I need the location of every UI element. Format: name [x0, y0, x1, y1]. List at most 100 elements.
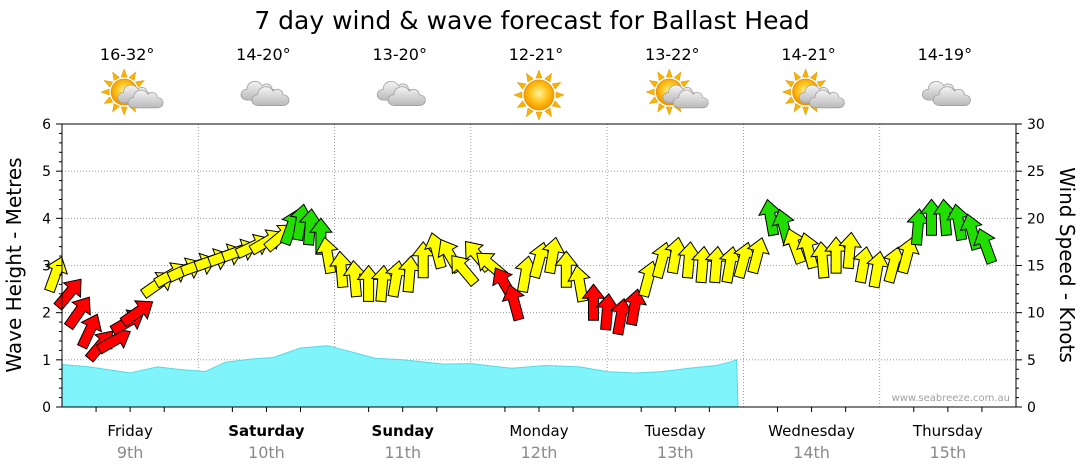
sun-ray-shape	[516, 100, 527, 108]
day-temp-range: 13-20°	[372, 45, 427, 64]
sun-ray	[793, 71, 802, 81]
wind-arrow-shape	[451, 255, 480, 288]
right-tick-label: 30	[1027, 117, 1045, 133]
sun-ray-shape	[516, 82, 527, 90]
wind-arrow-shape	[896, 236, 920, 275]
wind-arrow-shape	[63, 296, 91, 331]
wind-arrow	[119, 300, 154, 328]
sun-ray-shape	[648, 80, 659, 88]
wind-arrow	[308, 217, 333, 255]
sun-ray-shape	[785, 96, 795, 104]
sun-ray	[665, 106, 673, 116]
sun-ray-shape	[816, 80, 827, 88]
wind-arrow	[451, 255, 480, 288]
sun-ray-shape	[665, 68, 673, 78]
sun-ray	[526, 107, 534, 118]
sun-ray-shape	[555, 91, 565, 99]
day-name: Wednesday	[768, 422, 855, 440]
sun-ray	[551, 82, 562, 90]
day-date: 15th	[929, 443, 966, 462]
sun-ray	[526, 72, 534, 83]
sun-ray	[112, 71, 120, 81]
sun-ray	[680, 80, 690, 88]
sun-ray	[103, 96, 114, 104]
wind-arrow	[76, 313, 103, 350]
sun-ray	[802, 68, 809, 78]
sun-ray-shape	[128, 71, 136, 81]
wave-area	[61, 345, 739, 408]
cloud-body	[387, 86, 426, 106]
cloud-shape	[662, 84, 709, 109]
day-temp-range: 16-32°	[100, 45, 155, 64]
sun-ray	[535, 111, 543, 121]
left-axis-ticks: 0 1 2 3 4 5 6	[42, 117, 62, 416]
wind-arrow	[541, 236, 566, 275]
wind-arrow-shape	[119, 300, 154, 328]
wind-arrow	[973, 227, 998, 265]
day-name: Thursday	[912, 422, 983, 440]
wind-arrow	[796, 232, 820, 270]
sun-ray	[648, 80, 659, 88]
sun-ray-shape	[544, 107, 552, 118]
right-axis-ticks: 0 5 10 15 20 25 30	[1016, 117, 1045, 416]
sun-ray	[103, 80, 114, 88]
day-name: Sunday	[372, 422, 435, 440]
wind-arrow-shape	[746, 236, 770, 275]
cloud-shape	[117, 84, 164, 109]
sun-ray-shape	[785, 80, 795, 88]
sun-disc	[523, 79, 555, 111]
sun-ray-shape	[103, 80, 114, 88]
wind-arrow-shape	[581, 283, 606, 321]
sun-ray-shape	[135, 80, 145, 88]
sun-ray-shape	[802, 68, 809, 78]
watermark: www.seabreeze.com.au	[892, 393, 1010, 404]
sun-ray-shape	[810, 71, 818, 81]
right-tick-label: 5	[1027, 353, 1036, 369]
partly-cloudy-icon	[645, 68, 709, 116]
cloud-body	[672, 89, 709, 109]
day-date: 14th	[793, 443, 830, 462]
sun-ray-shape	[781, 88, 791, 96]
wind-arrow	[501, 284, 525, 322]
sun-ray	[128, 71, 136, 81]
right-tick-label: 10	[1027, 306, 1045, 322]
sun-ray-shape	[645, 88, 655, 96]
wind-arrow-shape	[838, 231, 863, 270]
sun-ray	[112, 103, 120, 113]
sun-ray	[673, 71, 682, 81]
cloud-body	[127, 89, 164, 109]
sun-ray	[781, 88, 791, 96]
day-temp-range: 14-20°	[236, 45, 291, 64]
chart-title: 7 day wind & wave forecast for Ballast H…	[254, 6, 809, 35]
day-temp-range: 14-21°	[781, 45, 836, 64]
left-tick-label: 6	[42, 117, 51, 133]
day-name: Friday	[107, 422, 153, 440]
wind-arrow-shape	[53, 278, 82, 311]
sun-ray-shape	[802, 106, 809, 116]
partly-cloudy-icon	[100, 68, 164, 116]
day-date: 12th	[521, 443, 558, 462]
sun-ray-shape	[673, 71, 682, 81]
sun-ray-shape	[120, 106, 128, 116]
cloud-body	[251, 86, 290, 106]
sun-ray	[645, 88, 655, 96]
right-axis-label: Wind Speed - Knots	[1055, 167, 1079, 363]
weather-icons	[100, 68, 971, 121]
wind-arrow-shape	[973, 227, 998, 265]
sunny-icon	[513, 69, 565, 121]
sun-ray-shape	[120, 68, 128, 78]
cloud-body	[932, 86, 971, 106]
temperature-labels: 16-32° 14-20° 13-20° 12-21° 13-22° 14-21° 14-1…	[100, 45, 972, 64]
wind-arrow	[838, 231, 863, 270]
wind-arrow-shape	[76, 313, 103, 350]
sun-ray	[816, 80, 827, 88]
sun-ray	[544, 107, 552, 118]
sun-ray-shape	[665, 106, 673, 116]
sun-ray	[657, 103, 665, 113]
sun-ray-shape	[551, 100, 562, 108]
sun-ray	[120, 68, 128, 78]
day-temp-range: 13-22°	[645, 45, 700, 64]
sun-ray-shape	[112, 103, 120, 113]
sun-ray	[555, 91, 565, 99]
left-tick-label: 4	[42, 211, 51, 227]
